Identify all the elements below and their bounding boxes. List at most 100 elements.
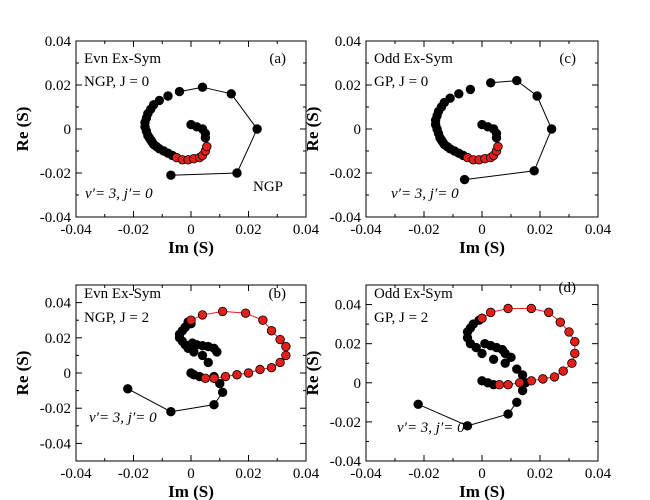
data-point-red bbox=[186, 315, 196, 325]
data-point-black bbox=[413, 399, 423, 409]
quantum-label: v′= 3, j′= 0 bbox=[397, 420, 465, 436]
data-point-black bbox=[503, 409, 513, 419]
data-point-black bbox=[123, 384, 133, 394]
x-axis-label: Im (S) bbox=[168, 238, 214, 257]
data-point-red bbox=[515, 378, 525, 388]
x-axis-label: Im (S) bbox=[459, 482, 505, 500]
data-point-black bbox=[512, 397, 522, 408]
data-point-red bbox=[255, 364, 265, 375]
y-tick-label: -0.04 bbox=[40, 210, 72, 226]
y-tick-label: 0.02 bbox=[335, 337, 361, 353]
panel-d: -0.04 -0.02 0 0.02 0.04 -0.04 -0.02 0 0.02 0.04 Im… bbox=[303, 280, 612, 500]
y-axis-label: Re (S) bbox=[13, 351, 32, 396]
y-tick-label: -0.02 bbox=[330, 166, 361, 182]
panel-a: -0.04 -0.02 0 0.02 0.04 -0.04 -0.02 0 0.02 0.04 Im… bbox=[13, 34, 320, 257]
x-tick-label: -0.02 bbox=[118, 466, 149, 482]
data-point-black bbox=[462, 421, 473, 431]
x-tick-label: 0.04 bbox=[293, 466, 320, 482]
data-point-red bbox=[266, 326, 277, 336]
x-tick-label: -0.04 bbox=[350, 222, 382, 238]
data-point-black bbox=[488, 354, 499, 365]
data-point-red bbox=[258, 315, 268, 325]
data-point-red bbox=[477, 313, 487, 323]
y-tick-label: -0.02 bbox=[40, 166, 71, 182]
data-point-red bbox=[220, 371, 231, 382]
y-axis-label: Re (S) bbox=[13, 107, 32, 152]
x-tick-label: -0.04 bbox=[60, 222, 92, 238]
panel-title: Evn Ex-Sym bbox=[84, 286, 161, 302]
y-tick-label: 0.04 bbox=[335, 34, 362, 50]
data-point-red bbox=[503, 380, 513, 390]
panel-b: -0.04 -0.02 0 0.02 0.04 -0.04 -0.02 0 0.02 0.04 Im… bbox=[13, 284, 320, 500]
x-tick-label: 0.02 bbox=[235, 222, 261, 238]
y-tick-label: -0.04 bbox=[40, 436, 72, 452]
quantum-label: v′= 3, j′= 0 bbox=[89, 410, 157, 426]
data-point-black bbox=[529, 166, 539, 176]
data-point-black bbox=[166, 407, 176, 417]
y-tick-label: 0 bbox=[64, 366, 72, 382]
data-point-black bbox=[512, 364, 522, 374]
data-point-black bbox=[512, 75, 522, 86]
data-point-red bbox=[526, 303, 537, 314]
y-tick-label: -0.04 bbox=[330, 210, 362, 226]
x-axis-label: Im (S) bbox=[459, 238, 505, 257]
x-tick-label: 0.04 bbox=[293, 222, 320, 238]
data-point-black bbox=[546, 124, 557, 134]
data-point-black bbox=[486, 78, 496, 88]
data-point-black bbox=[209, 399, 219, 410]
x-tick-label: -0.04 bbox=[60, 466, 92, 482]
y-axis-label: Re (S) bbox=[303, 107, 322, 152]
y-tick-label: 0.04 bbox=[45, 34, 72, 50]
data-point-red bbox=[570, 337, 580, 347]
x-tick-label: 0.04 bbox=[585, 466, 612, 482]
data-point-red bbox=[275, 357, 285, 368]
y-tick-label: 0.02 bbox=[45, 78, 71, 94]
data-point-red bbox=[232, 370, 242, 380]
panel-label: (b) bbox=[269, 286, 287, 302]
data-point-black bbox=[215, 378, 225, 389]
x-tick-label: 0 bbox=[187, 222, 195, 238]
y-tick-label: 0.02 bbox=[335, 78, 361, 94]
data-point-red bbox=[266, 363, 277, 373]
data-point-red bbox=[570, 348, 580, 359]
data-point-black bbox=[166, 170, 176, 180]
y-tick-label: 0 bbox=[64, 122, 72, 138]
data-point-red bbox=[567, 358, 577, 368]
x-axis-label: Im (S) bbox=[168, 482, 214, 500]
data-point-black bbox=[226, 89, 236, 99]
data-point-black bbox=[532, 91, 542, 101]
x-tick-label: 0 bbox=[478, 466, 486, 482]
x-tick-label: 0.04 bbox=[585, 222, 612, 238]
data-point-black bbox=[252, 124, 262, 134]
data-point-black bbox=[500, 358, 510, 368]
data-point-red bbox=[564, 327, 574, 337]
quantum-label: v′= 3, j′= 0 bbox=[85, 186, 153, 202]
data-point-black bbox=[517, 385, 528, 396]
data-point-red bbox=[538, 374, 548, 384]
data-point-black bbox=[163, 91, 173, 101]
panel-subtitle: GP, J = 2 bbox=[374, 310, 428, 326]
data-point-red bbox=[558, 366, 568, 376]
panel-c: -0.04 -0.02 0 0.02 0.04 -0.04 -0.02 0 0.02 0.04 Im… bbox=[303, 34, 612, 257]
y-tick-label: 0.04 bbox=[45, 296, 72, 312]
data-point-black bbox=[203, 357, 213, 368]
x-tick-label: -0.02 bbox=[408, 466, 439, 482]
data-point-black bbox=[200, 133, 211, 143]
panel-title: Evn Ex-Sym bbox=[84, 51, 161, 67]
data-point-red bbox=[503, 303, 513, 314]
x-tick-label: -0.04 bbox=[350, 466, 382, 482]
data-point-black bbox=[217, 387, 228, 398]
data-point-red bbox=[281, 350, 291, 361]
y-tick-label: 0 bbox=[354, 122, 362, 138]
panel-subtitle: GP, J = 0 bbox=[374, 74, 428, 90]
data-point-red bbox=[240, 308, 251, 318]
data-point-black bbox=[197, 82, 208, 92]
x-tick-label: -0.02 bbox=[118, 222, 149, 238]
panel-subtitle: NGP, J = 2 bbox=[84, 310, 149, 326]
x-tick-label: -0.02 bbox=[408, 222, 439, 238]
data-point-red bbox=[209, 373, 219, 383]
x-tick-label: 0.02 bbox=[527, 466, 553, 482]
extra-label: NGP bbox=[253, 179, 283, 195]
data-point-black bbox=[197, 350, 208, 361]
